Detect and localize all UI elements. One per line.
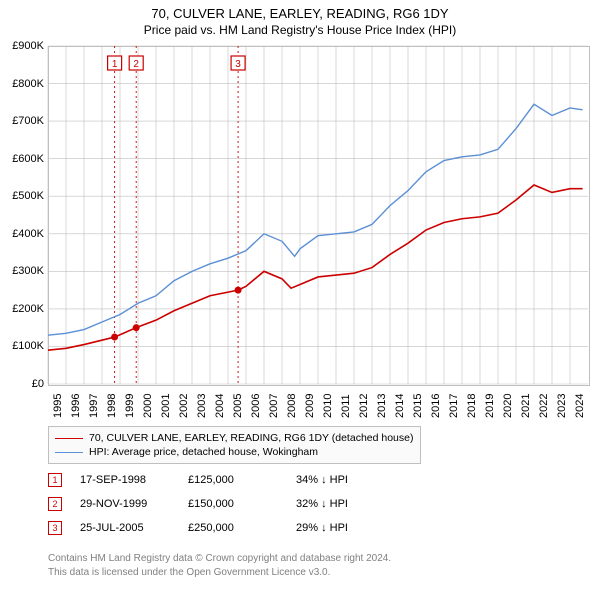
x-tick-label: 2012 (358, 394, 370, 418)
y-tick-label: £800K (4, 78, 44, 90)
x-tick-label: 2014 (394, 394, 406, 418)
x-tick-label: 2023 (556, 394, 568, 418)
y-tick-label: £900K (4, 40, 44, 52)
x-tick-label: 1998 (106, 394, 118, 418)
y-tick-label: £100K (4, 340, 44, 352)
x-tick-label: 2010 (322, 394, 334, 418)
x-tick-label: 2007 (268, 394, 280, 418)
x-tick-label: 2018 (466, 394, 478, 418)
event-table: 117-SEP-1998£125,00034% ↓ HPI229-NOV-199… (48, 468, 386, 540)
x-tick-label: 2002 (178, 394, 190, 418)
legend: 70, CULVER LANE, EARLEY, READING, RG6 1D… (48, 426, 421, 464)
x-tick-label: 2013 (376, 394, 388, 418)
x-tick-label: 2003 (196, 394, 208, 418)
x-tick-label: 2000 (142, 394, 154, 418)
x-tick-label: 2001 (160, 394, 172, 418)
y-tick-label: £500K (4, 190, 44, 202)
x-tick-label: 2020 (502, 394, 514, 418)
svg-text:1: 1 (112, 59, 118, 70)
x-tick-label: 2006 (250, 394, 262, 418)
x-tick-label: 2015 (412, 394, 424, 418)
x-tick-label: 2004 (214, 394, 226, 418)
x-tick-label: 1995 (52, 394, 64, 418)
legend-row: HPI: Average price, detached house, Woki… (55, 445, 414, 459)
x-tick-label: 2016 (430, 394, 442, 418)
x-tick-label: 2008 (286, 394, 298, 418)
x-tick-label: 2009 (304, 394, 316, 418)
y-tick-label: £0 (4, 378, 44, 390)
y-tick-label: £200K (4, 303, 44, 315)
x-tick-label: 1996 (70, 394, 82, 418)
y-tick-label: £700K (4, 115, 44, 127)
x-tick-label: 2019 (484, 394, 496, 418)
x-tick-label: 2011 (340, 394, 352, 418)
legend-row: 70, CULVER LANE, EARLEY, READING, RG6 1D… (55, 431, 414, 445)
x-tick-label: 2021 (520, 394, 532, 418)
x-tick-label: 2017 (448, 394, 460, 418)
svg-text:3: 3 (235, 59, 241, 70)
x-tick-label: 2022 (538, 394, 550, 418)
y-tick-label: £600K (4, 153, 44, 165)
y-tick-label: £400K (4, 228, 44, 240)
x-tick-label: 2005 (232, 394, 244, 418)
credits-text: Contains HM Land Registry data © Crown c… (48, 552, 391, 579)
x-tick-label: 2024 (574, 394, 586, 418)
svg-text:2: 2 (133, 59, 139, 70)
x-tick-label: 1997 (88, 394, 100, 418)
event-row: 117-SEP-1998£125,00034% ↓ HPI (48, 468, 386, 492)
x-tick-label: 1999 (124, 394, 136, 418)
event-row: 325-JUL-2005£250,00029% ↓ HPI (48, 516, 386, 540)
event-row: 229-NOV-1999£150,00032% ↓ HPI (48, 492, 386, 516)
y-tick-label: £300K (4, 265, 44, 277)
